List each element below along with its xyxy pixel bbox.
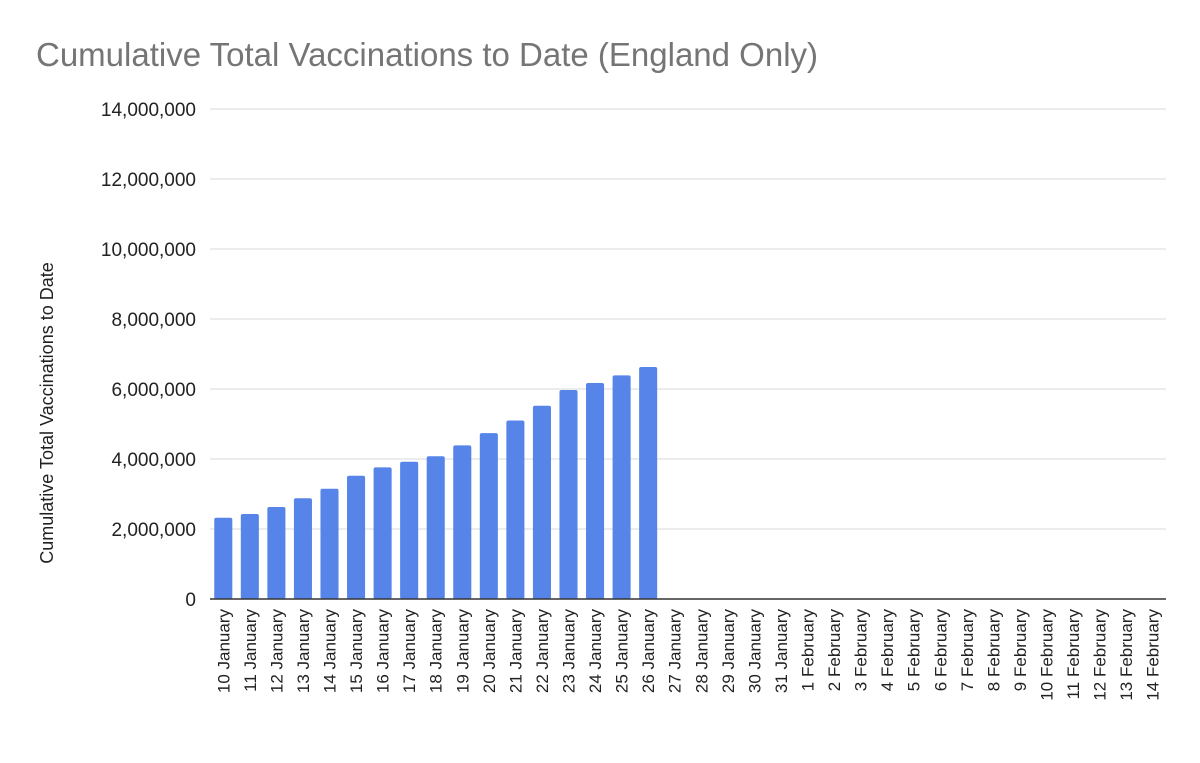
bar bbox=[320, 488, 339, 599]
x-tick-label: 29 January bbox=[719, 609, 738, 694]
x-tick-label: 6 February bbox=[931, 609, 950, 692]
x-tick-label: 10 January bbox=[214, 609, 233, 694]
bar bbox=[426, 456, 445, 599]
x-tick-label: 20 January bbox=[480, 609, 499, 694]
x-axis-ticks: 10 January 11 January 12 January 13 January… bbox=[214, 609, 1162, 701]
y-tick-label: 8,000,000 bbox=[111, 310, 196, 331]
x-tick-label: 16 January bbox=[374, 609, 393, 694]
x-tick-label: 12 January bbox=[267, 609, 286, 694]
chart-title: Cumulative Total Vaccinations to Date (E… bbox=[36, 36, 818, 73]
x-tick-label: 9 February bbox=[1011, 609, 1030, 692]
x-tick-label: 2 February bbox=[825, 609, 844, 692]
y-tick-label: 12,000,000 bbox=[101, 170, 196, 191]
y-tick-label: 4,000,000 bbox=[111, 450, 196, 471]
bar bbox=[214, 517, 233, 599]
y-tick-label: 0 bbox=[185, 590, 196, 611]
y-axis-ticks: 0 2,000,000 4,000,000 6,000,000 8,000,000 10,… bbox=[101, 100, 196, 611]
bar bbox=[347, 475, 366, 599]
bar bbox=[293, 498, 312, 599]
y-tick-label: 2,000,000 bbox=[111, 520, 196, 541]
x-tick-label: 27 January bbox=[666, 609, 685, 694]
x-tick-label: 11 February bbox=[1064, 609, 1083, 700]
bar bbox=[400, 461, 419, 599]
x-tick-label: 30 January bbox=[745, 609, 764, 694]
x-tick-label: 11 January bbox=[241, 609, 260, 692]
x-tick-label: 5 February bbox=[905, 609, 924, 692]
x-tick-label: 28 January bbox=[692, 609, 711, 694]
x-tick-label: 4 February bbox=[878, 609, 897, 692]
x-tick-label: 7 February bbox=[958, 609, 977, 692]
x-tick-label: 15 January bbox=[347, 609, 366, 694]
x-tick-label: 13 February bbox=[1117, 609, 1136, 701]
y-tick-label: 14,000,000 bbox=[101, 100, 196, 121]
bar bbox=[586, 383, 605, 599]
x-tick-label: 21 January bbox=[506, 609, 525, 694]
x-tick-label: 14 February bbox=[1144, 609, 1163, 701]
x-tick-label: 17 January bbox=[400, 609, 419, 694]
bar bbox=[373, 467, 392, 599]
bar bbox=[267, 506, 286, 599]
x-tick-label: 14 January bbox=[321, 609, 340, 694]
y-axis-label: Cumulative Total Vaccinations to Date bbox=[37, 262, 57, 564]
y-tick-label: 10,000,000 bbox=[101, 240, 196, 261]
x-tick-label: 18 January bbox=[427, 609, 446, 694]
bar bbox=[506, 420, 525, 599]
bar bbox=[639, 366, 658, 599]
x-tick-label: 22 January bbox=[533, 609, 552, 694]
x-tick-label: 23 January bbox=[560, 609, 579, 694]
x-tick-label: 1 February bbox=[799, 609, 818, 692]
x-tick-label: 25 January bbox=[613, 609, 632, 694]
bar bbox=[559, 390, 578, 599]
gridlines bbox=[210, 108, 1166, 530]
bar bbox=[453, 445, 472, 599]
x-tick-label: 19 January bbox=[453, 609, 472, 694]
bar bbox=[612, 375, 631, 599]
x-tick-label: 12 February bbox=[1091, 609, 1110, 701]
x-tick-label: 31 January bbox=[772, 609, 791, 694]
y-tick-label: 6,000,000 bbox=[111, 380, 196, 401]
bars bbox=[214, 366, 658, 599]
x-tick-label: 10 February bbox=[1038, 609, 1057, 701]
x-tick-label: 13 January bbox=[294, 609, 313, 694]
x-tick-label: 8 February bbox=[984, 609, 1003, 692]
bar bbox=[240, 513, 259, 599]
bar bbox=[532, 405, 551, 599]
x-tick-label: 3 February bbox=[852, 609, 871, 692]
x-tick-label: 24 January bbox=[586, 609, 605, 694]
x-tick-label: 26 January bbox=[639, 609, 658, 694]
bar bbox=[479, 433, 498, 599]
